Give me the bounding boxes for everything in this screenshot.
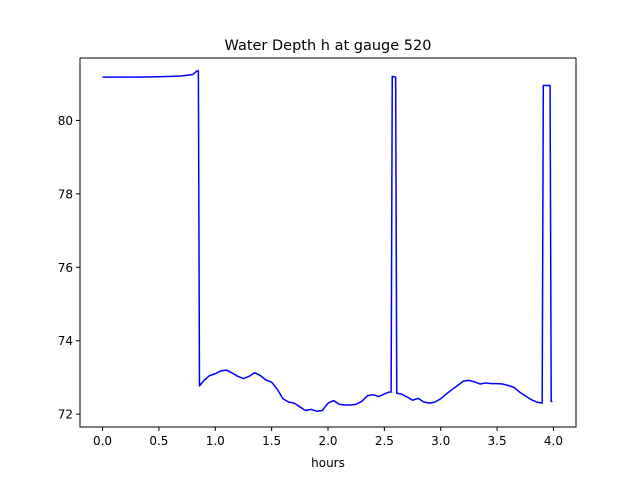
plot-area	[102, 70, 553, 412]
y-tick-label: 78	[58, 187, 73, 201]
y-tick-label: 80	[58, 114, 73, 128]
plot-frame	[79, 57, 577, 428]
y-tick-label: 72	[58, 408, 73, 422]
x-tick-label: 2.5	[375, 434, 394, 448]
x-tick-label: 4.0	[544, 434, 563, 448]
x-tick-label: 1.5	[262, 434, 281, 448]
x-axis-label: hours	[311, 456, 345, 470]
y-tick-label: 76	[58, 261, 73, 275]
x-tick-label: 3.5	[488, 434, 507, 448]
chart-title: Water Depth h at gauge 520	[225, 38, 432, 54]
x-tick-label: 0.0	[93, 434, 112, 448]
x-axis-ticks: 0.0 0.5 1.0 1.5 2.0 2.5 3.0 3.5 4.0	[93, 427, 563, 448]
x-tick-label: 2.0	[318, 434, 337, 448]
y-tick-label: 74	[58, 334, 73, 348]
y-axis-ticks: 72 74 76 78 80	[58, 114, 80, 422]
x-tick-label: 0.5	[149, 434, 168, 448]
x-tick-label: 3.0	[431, 434, 450, 448]
series-line-0	[102, 70, 553, 412]
x-tick-label: 1.0	[206, 434, 225, 448]
